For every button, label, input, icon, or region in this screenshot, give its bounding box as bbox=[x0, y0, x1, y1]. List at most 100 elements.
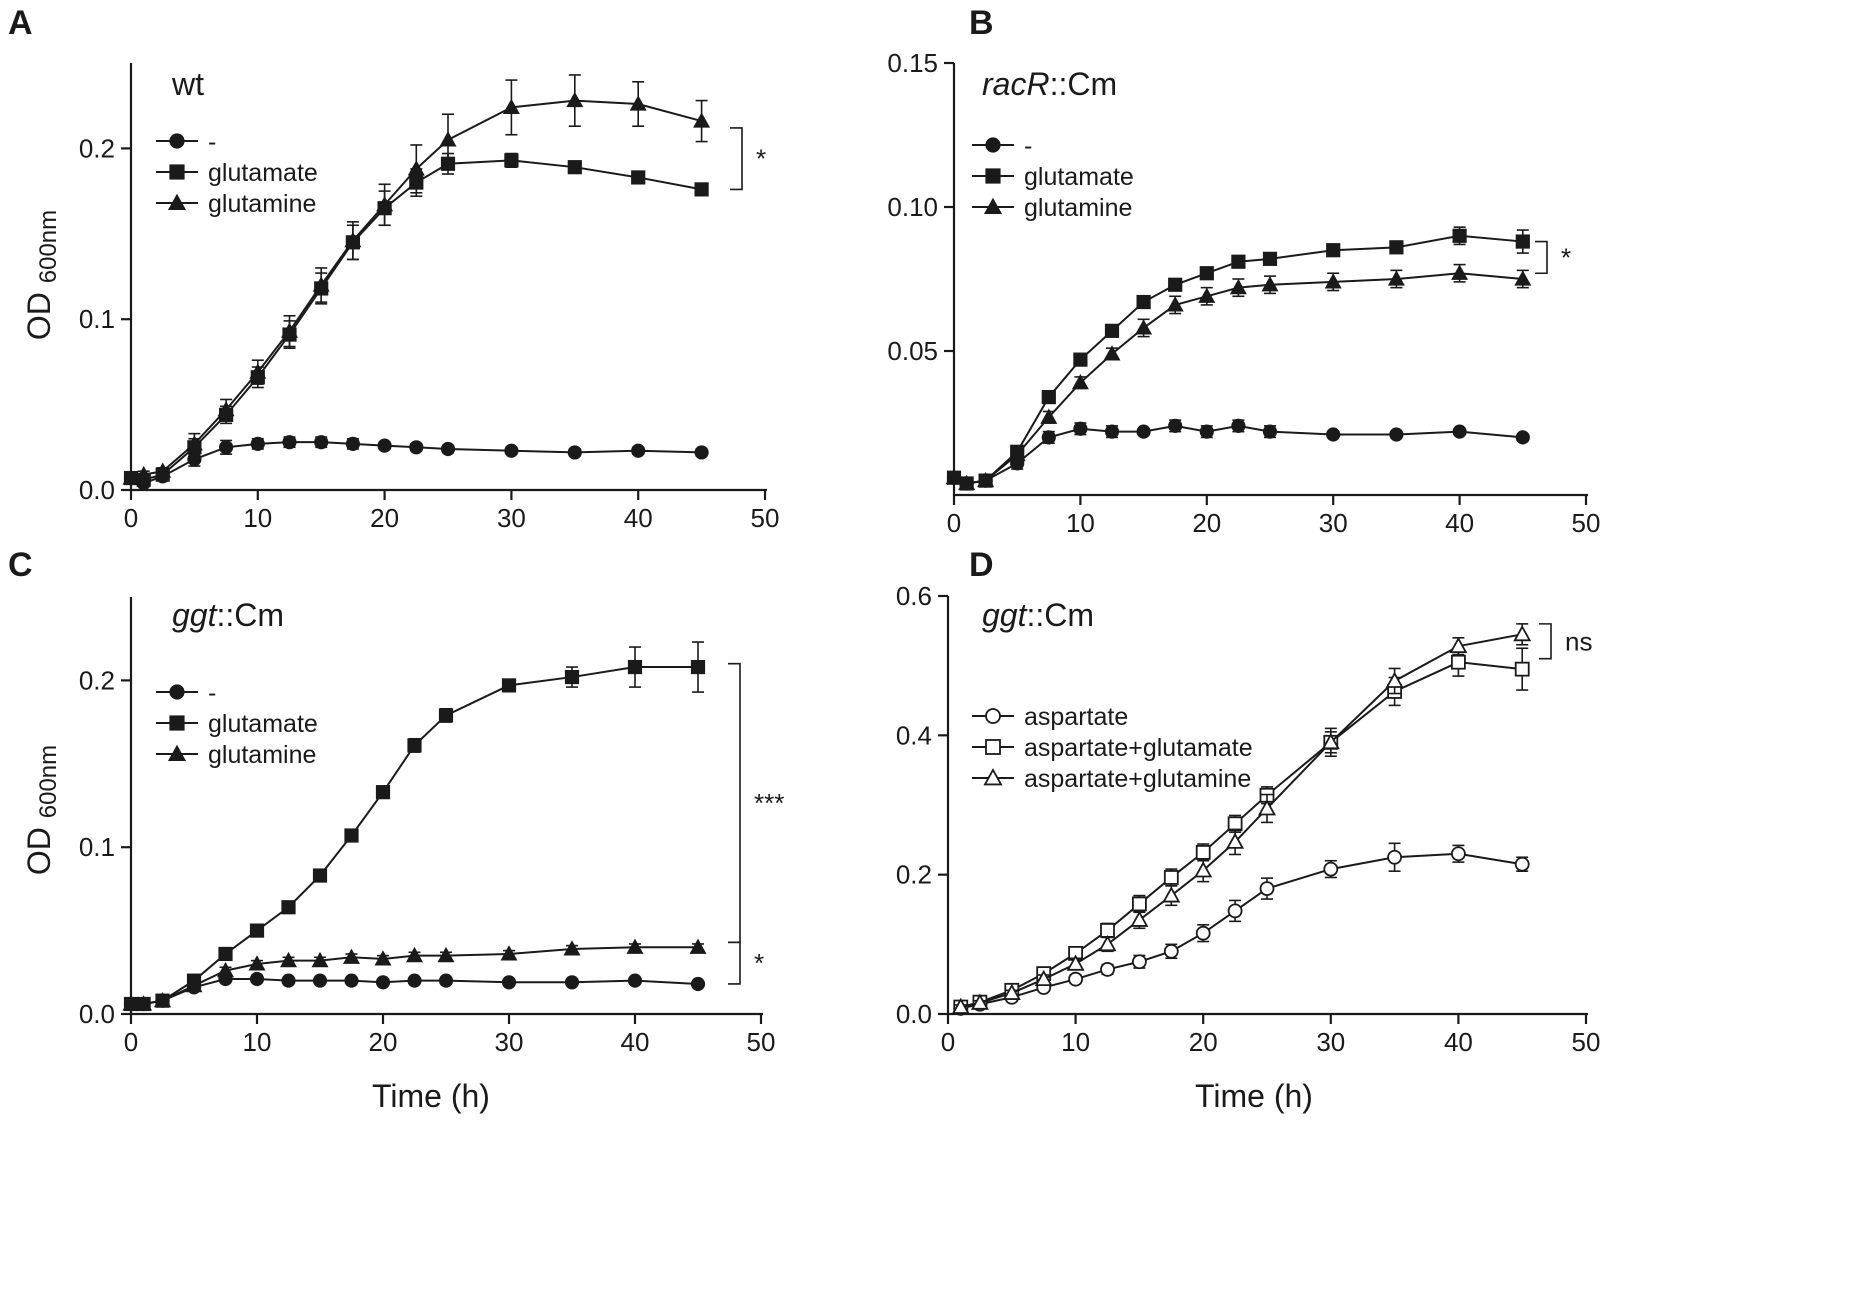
series-line bbox=[953, 424, 1523, 485]
data-point bbox=[250, 436, 265, 451]
y-tick-label: 0.05 bbox=[887, 336, 938, 366]
legend-marker bbox=[983, 768, 1003, 786]
data-point bbox=[312, 276, 330, 292]
data-point bbox=[438, 708, 454, 723]
data-point bbox=[1387, 849, 1402, 865]
y-tick-label: 0.10 bbox=[887, 192, 938, 222]
data-point bbox=[690, 976, 706, 992]
legend-label: glutamine bbox=[1024, 194, 1132, 222]
panel-C: C 0 10 20 30 40 50 0.0 0.1 0.2 OD 600nm Time (h) ggt… bbox=[8, 546, 784, 1114]
data-point bbox=[345, 436, 360, 451]
x-tick-label: 50 bbox=[1572, 1027, 1601, 1057]
data-point bbox=[1195, 925, 1211, 941]
data-point bbox=[1100, 923, 1115, 938]
series-line bbox=[130, 441, 702, 485]
series- bbox=[123, 435, 709, 491]
data-point bbox=[1194, 861, 1213, 878]
data-point bbox=[1168, 418, 1183, 433]
data-point bbox=[627, 973, 643, 988]
legend-label: glutamate bbox=[208, 710, 318, 738]
legend-label: - bbox=[208, 128, 216, 156]
data-point bbox=[1136, 294, 1151, 310]
data-point bbox=[500, 945, 518, 961]
panel-B: B0 10 20 30 40 50 0.05 0.10 0.15racR::Cm-glutama… bbox=[887, 4, 1600, 538]
data-point bbox=[1259, 881, 1275, 896]
y-tick-label: 0.0 bbox=[79, 475, 115, 505]
data-point bbox=[567, 160, 582, 175]
bracket-line bbox=[1535, 240, 1548, 275]
x-tick-label: 30 bbox=[1319, 508, 1348, 538]
data-point bbox=[1198, 287, 1216, 303]
strain-label: ggt::Cm bbox=[172, 597, 284, 633]
bracket-line bbox=[728, 662, 741, 944]
x-tick-label: 20 bbox=[370, 503, 399, 533]
legend-marker bbox=[169, 715, 185, 731]
panel-letter: A bbox=[8, 4, 33, 42]
data-point bbox=[122, 469, 140, 485]
series-line bbox=[131, 946, 698, 1005]
data-point bbox=[1261, 276, 1279, 292]
data-point bbox=[218, 946, 233, 962]
data-point bbox=[280, 951, 297, 968]
data-point bbox=[1323, 861, 1339, 877]
legend-label: aspartate+glutamine bbox=[1024, 765, 1251, 793]
x-tick-label: 30 bbox=[497, 503, 526, 533]
x-tick-label: 0 bbox=[124, 503, 138, 533]
legend-label: glutamate bbox=[1024, 163, 1134, 191]
data-point bbox=[1515, 430, 1530, 445]
data-point bbox=[1229, 278, 1247, 295]
legend-marker bbox=[169, 164, 185, 180]
data-point bbox=[1073, 421, 1088, 436]
data-point bbox=[185, 435, 203, 451]
y-tick-label: 0.0 bbox=[896, 999, 932, 1029]
strain-label: racR::Cm bbox=[982, 66, 1117, 102]
data-point bbox=[627, 659, 643, 675]
data-point bbox=[626, 938, 644, 954]
x-tick-label: 50 bbox=[751, 503, 780, 533]
data-point bbox=[567, 445, 582, 460]
y-tick-label: 0.2 bbox=[79, 133, 115, 163]
x-tick-label: 10 bbox=[243, 1027, 272, 1057]
data-point bbox=[629, 95, 647, 111]
data-point bbox=[1103, 345, 1121, 361]
data-point bbox=[1098, 935, 1117, 952]
data-point bbox=[1231, 418, 1246, 433]
data-point bbox=[438, 973, 454, 988]
data-point bbox=[1199, 424, 1214, 439]
data-point bbox=[281, 900, 296, 915]
data-point bbox=[217, 961, 234, 978]
x-axis-label: Time (h) bbox=[1195, 1078, 1313, 1114]
x-tick-label: 40 bbox=[621, 1027, 650, 1057]
series- bbox=[946, 418, 1530, 491]
data-point bbox=[1136, 424, 1151, 439]
data-point bbox=[1262, 424, 1278, 439]
legend-marker bbox=[169, 684, 185, 700]
series-glutamine bbox=[122, 938, 707, 1011]
series-glutamine bbox=[122, 74, 711, 485]
data-point bbox=[219, 440, 234, 455]
data-point bbox=[407, 738, 422, 753]
y-axis-label: OD 600nm bbox=[21, 745, 62, 875]
data-point bbox=[282, 435, 297, 450]
legend-marker bbox=[985, 739, 1001, 755]
legend-label: - bbox=[208, 679, 216, 707]
data-point bbox=[1226, 832, 1245, 849]
data-point bbox=[945, 469, 963, 485]
data-point bbox=[1385, 671, 1404, 688]
data-point bbox=[154, 991, 171, 1008]
data-point bbox=[504, 153, 519, 168]
y-tick-label: 0.4 bbox=[896, 720, 932, 750]
x-tick-label: 10 bbox=[1066, 508, 1095, 538]
data-point bbox=[566, 91, 584, 108]
data-point bbox=[135, 995, 153, 1011]
legend-item: glutamate bbox=[156, 159, 318, 187]
significance-label: * bbox=[754, 948, 764, 978]
series-aspartate+glutamine bbox=[951, 623, 1532, 1014]
significance-label: * bbox=[756, 144, 766, 174]
data-point bbox=[1451, 654, 1466, 670]
data-point bbox=[314, 435, 329, 450]
data-point bbox=[185, 976, 203, 993]
legend-item: glutamine bbox=[156, 741, 316, 769]
